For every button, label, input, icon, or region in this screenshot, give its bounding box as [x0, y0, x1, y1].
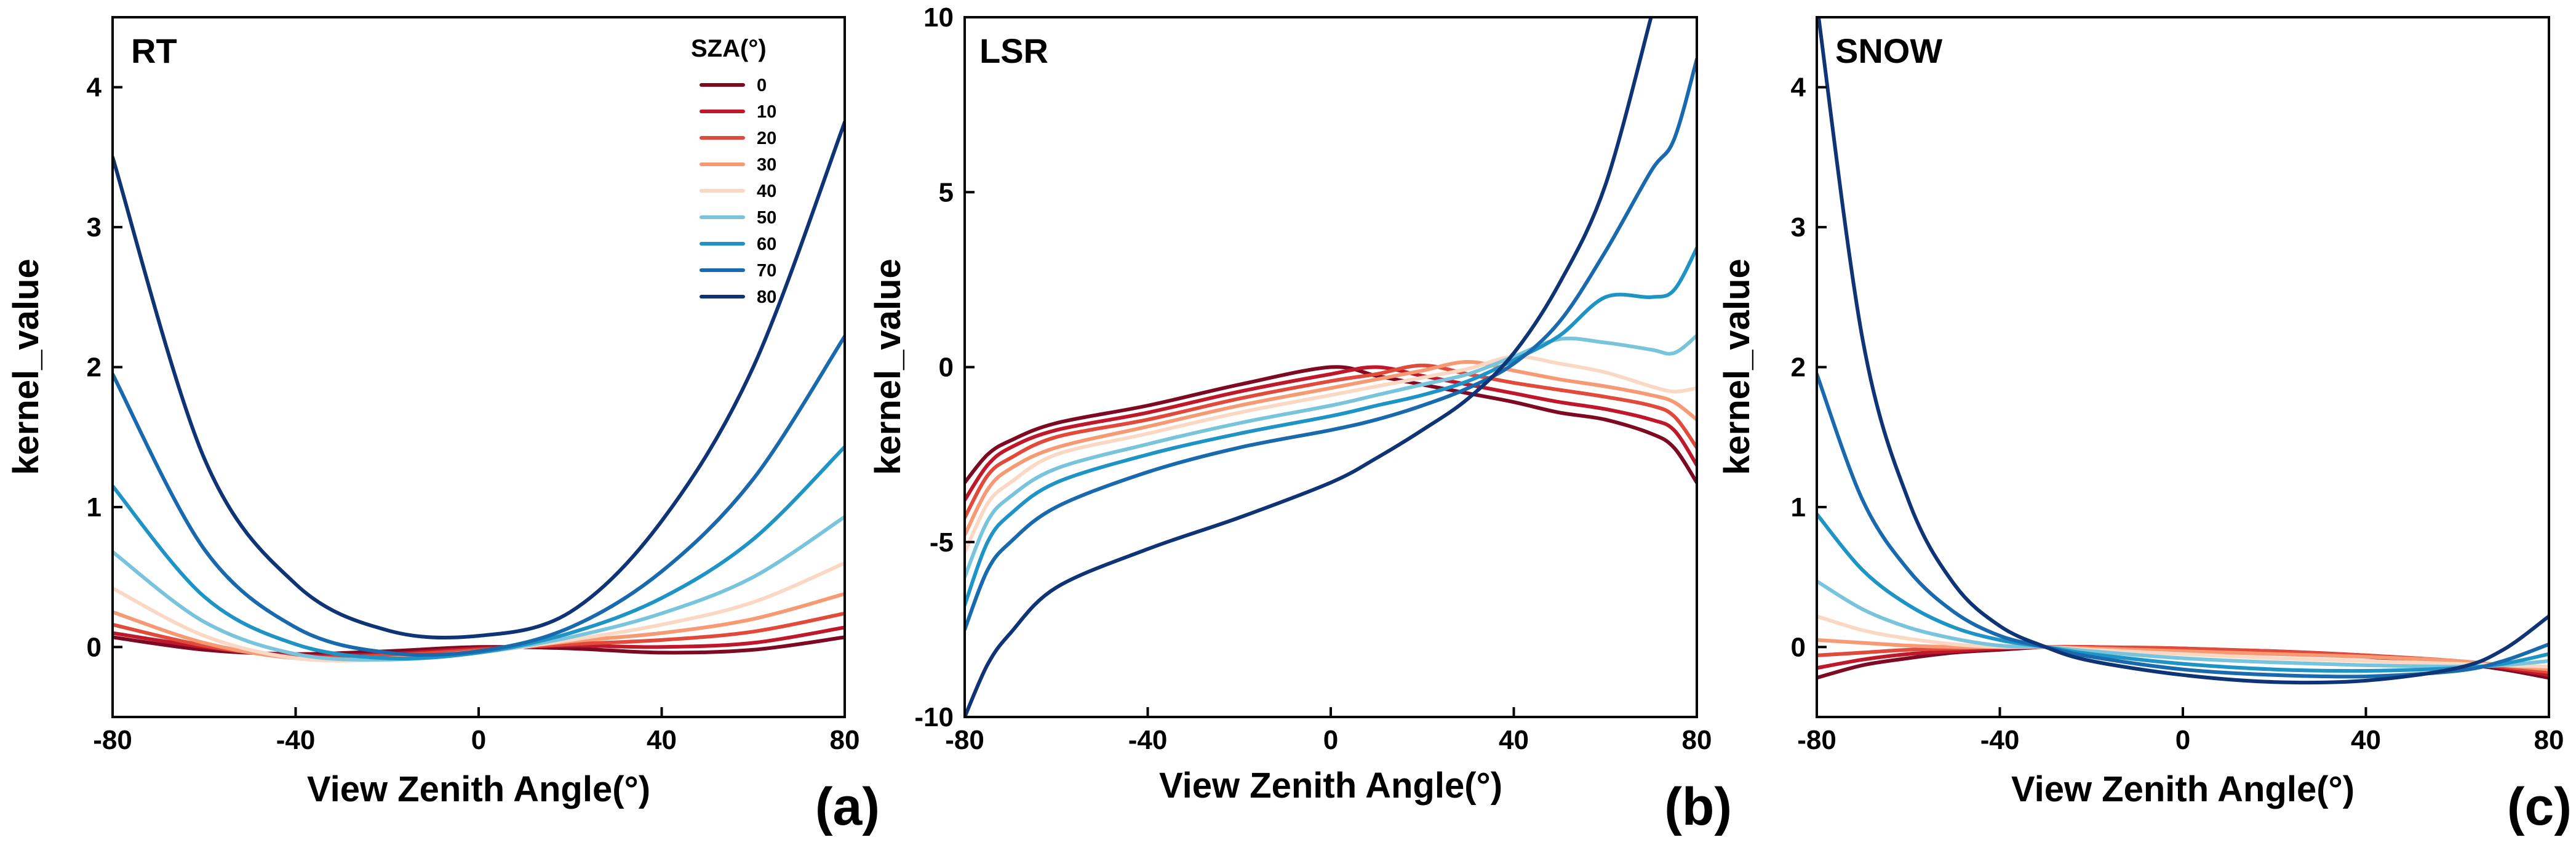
panel-snow-x-tick-label: 80 — [2534, 725, 2564, 755]
panel-lsr-series-sza-40 — [965, 354, 1697, 555]
legend: SZA(°) 0 10 20 30 40 50 60 70 80 — [691, 35, 776, 307]
panel-rt-series-sza-60 — [113, 445, 845, 661]
legend-title: SZA(°) — [691, 35, 767, 62]
panel-snow-y-tick-label: 4 — [1791, 73, 1806, 103]
panel-rt-x-tick-label: -80 — [93, 725, 132, 755]
panel-lsr-y-tick-label: 0 — [939, 353, 954, 383]
panel-snow-y-axis-title: kernel_value — [1717, 258, 1757, 475]
panel-lsr-y-tick-label: -5 — [930, 527, 954, 558]
panel-snow-series-sza-80 — [1817, 17, 2549, 685]
panel-rt-letter: (a) — [815, 777, 880, 836]
panel-snow-x-tick-label: -80 — [1797, 725, 1836, 755]
panel-lsr: LSR (b) View Zenith Angle(°) kernel_valu… — [868, 2, 1732, 836]
legend-label-sza-80: 80 — [757, 287, 776, 307]
panel-rt-name: RT — [131, 31, 177, 70]
panel-lsr-y-tick-label: -10 — [914, 702, 954, 732]
panel-lsr-x-tick-label: 40 — [1499, 725, 1529, 755]
panel-snow-series — [1817, 17, 2549, 685]
panel-rt-y-tick-label: 0 — [87, 632, 102, 662]
panel-rt-y-tick-label: 3 — [87, 212, 102, 242]
panel-lsr-name: LSR — [979, 31, 1048, 70]
panel-rt: RT (a) View Zenith Angle(°) kernel_value… — [6, 16, 880, 836]
panel-snow-x-tick-label: -40 — [1980, 725, 2020, 755]
panel-rt-y-tick-label: 2 — [87, 353, 102, 383]
panel-rt-x-tick-label: 40 — [647, 725, 677, 755]
panel-snow-series-sza-50 — [1817, 579, 2549, 669]
panel-rt-series — [113, 120, 845, 663]
panel-lsr-series-sza-20 — [965, 363, 1697, 519]
panel-snow-x-axis-title: View Zenith Angle(°) — [2011, 769, 2355, 809]
panel-lsr-y-tick-label: 10 — [923, 2, 954, 33]
panel-snow-y-tick-label: 1 — [1791, 492, 1806, 523]
panel-snow-frame — [1816, 16, 2550, 718]
legend-label-sza-0: 0 — [757, 76, 767, 95]
panel-snow-name: SNOW — [1835, 31, 1942, 70]
panel-rt-series-sza-50 — [113, 515, 845, 662]
panel-lsr-letter: (b) — [1664, 777, 1732, 836]
legend-label-sza-40: 40 — [757, 182, 776, 201]
panel-rt-series-sza-70 — [113, 334, 845, 657]
panel-rt-x-axis-title: View Zenith Angle(°) — [307, 769, 650, 809]
panel-lsr-x-tick-label: -40 — [1128, 725, 1168, 755]
panel-lsr-y-tick-label: 5 — [939, 177, 954, 207]
panel-lsr-series-sza-60 — [965, 246, 1697, 607]
panel-lsr-series-sza-10 — [965, 365, 1697, 502]
panel-lsr-series-sza-70 — [965, 57, 1697, 631]
legend-label-sza-30: 30 — [757, 155, 776, 175]
panel-rt-y-tick-label: 4 — [87, 73, 102, 103]
legend-label-sza-60: 60 — [757, 234, 776, 254]
panel-rt-x-tick-label: 0 — [471, 725, 486, 755]
panel-snow: SNOW (c) View Zenith Angle(°) kernel_val… — [1717, 16, 2572, 836]
panel-snow-letter: (c) — [2507, 777, 2572, 836]
panel-lsr-series-sza-50 — [965, 334, 1697, 579]
panel-rt-y-axis-title: kernel_value — [6, 258, 46, 475]
panel-snow-y-tick-label: 3 — [1791, 212, 1806, 242]
panel-lsr-series-sza-80 — [965, 17, 1653, 717]
legend-label-sza-20: 20 — [757, 129, 776, 148]
panel-lsr-x-tick-label: 0 — [1323, 725, 1338, 755]
panel-lsr-series-sza-30 — [965, 360, 1697, 537]
panel-rt-series-sza-80 — [113, 120, 845, 640]
legend-label-sza-50: 50 — [757, 208, 776, 228]
legend-label-sza-70: 70 — [757, 261, 776, 281]
panel-lsr-series — [965, 17, 1697, 717]
panel-snow-y-tick-label: 2 — [1791, 353, 1806, 383]
panel-lsr-y-axis-title: kernel_value — [868, 258, 908, 475]
panel-lsr-x-tick-label: -80 — [945, 725, 984, 755]
panel-snow-series-sza-60 — [1817, 512, 2549, 673]
panel-snow-y-tick-label: 0 — [1791, 632, 1806, 662]
panel-snow-x-tick-label: 40 — [2351, 725, 2381, 755]
panel-snow-series-sza-40 — [1817, 614, 2549, 669]
panel-lsr-x-tick-label: 80 — [1682, 725, 1712, 755]
panel-rt-x-tick-label: 80 — [830, 725, 860, 755]
legend-label-sza-10: 10 — [757, 102, 776, 122]
panel-snow-series-sza-30 — [1817, 638, 2549, 671]
panel-snow-x-tick-label: 0 — [2175, 725, 2190, 755]
panel-rt-y-tick-label: 1 — [87, 492, 102, 523]
panel-rt-x-tick-label: -40 — [276, 725, 316, 755]
panel-lsr-x-axis-title: View Zenith Angle(°) — [1159, 766, 1502, 806]
